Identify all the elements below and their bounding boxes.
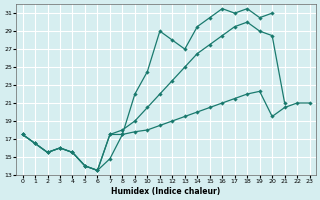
X-axis label: Humidex (Indice chaleur): Humidex (Indice chaleur) xyxy=(111,187,221,196)
